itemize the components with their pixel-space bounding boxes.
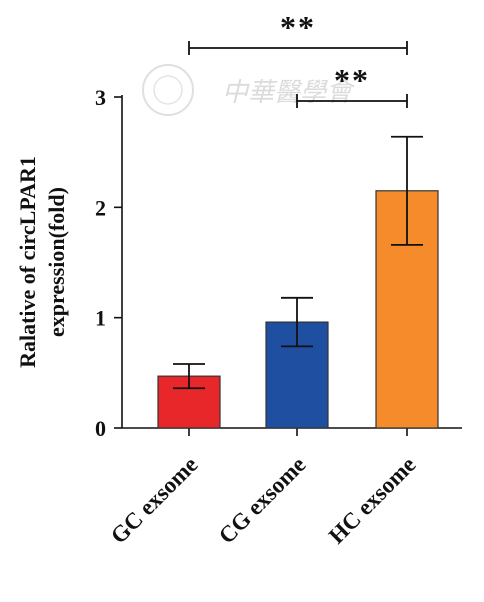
y-axis-title-line1: Ralative of circLPAR1	[15, 156, 40, 368]
significance-label: **	[334, 62, 370, 98]
x-tick-label: CG exsome	[214, 452, 311, 549]
significance-label: **	[280, 9, 316, 45]
x-tick-label: GC exsome	[106, 452, 203, 549]
bars	[157, 190, 439, 429]
significance-brackets: ** **	[188, 9, 408, 108]
watermark: 中華醫學會	[142, 64, 356, 116]
y-axis-title-line2: expression(fold)	[44, 187, 69, 337]
y-tick-label: 3	[95, 85, 106, 110]
y-tick-label: 2	[95, 195, 106, 220]
x-tick-label: HC exsome	[324, 452, 421, 549]
watermark-seal-inner-icon	[153, 75, 183, 105]
watermark-text: 中華醫學會	[222, 78, 356, 108]
y-tick-label: 0	[95, 416, 106, 441]
y-tick-label: 1	[95, 306, 106, 331]
error-bars	[173, 135, 423, 390]
watermark-seal-icon	[142, 64, 194, 116]
